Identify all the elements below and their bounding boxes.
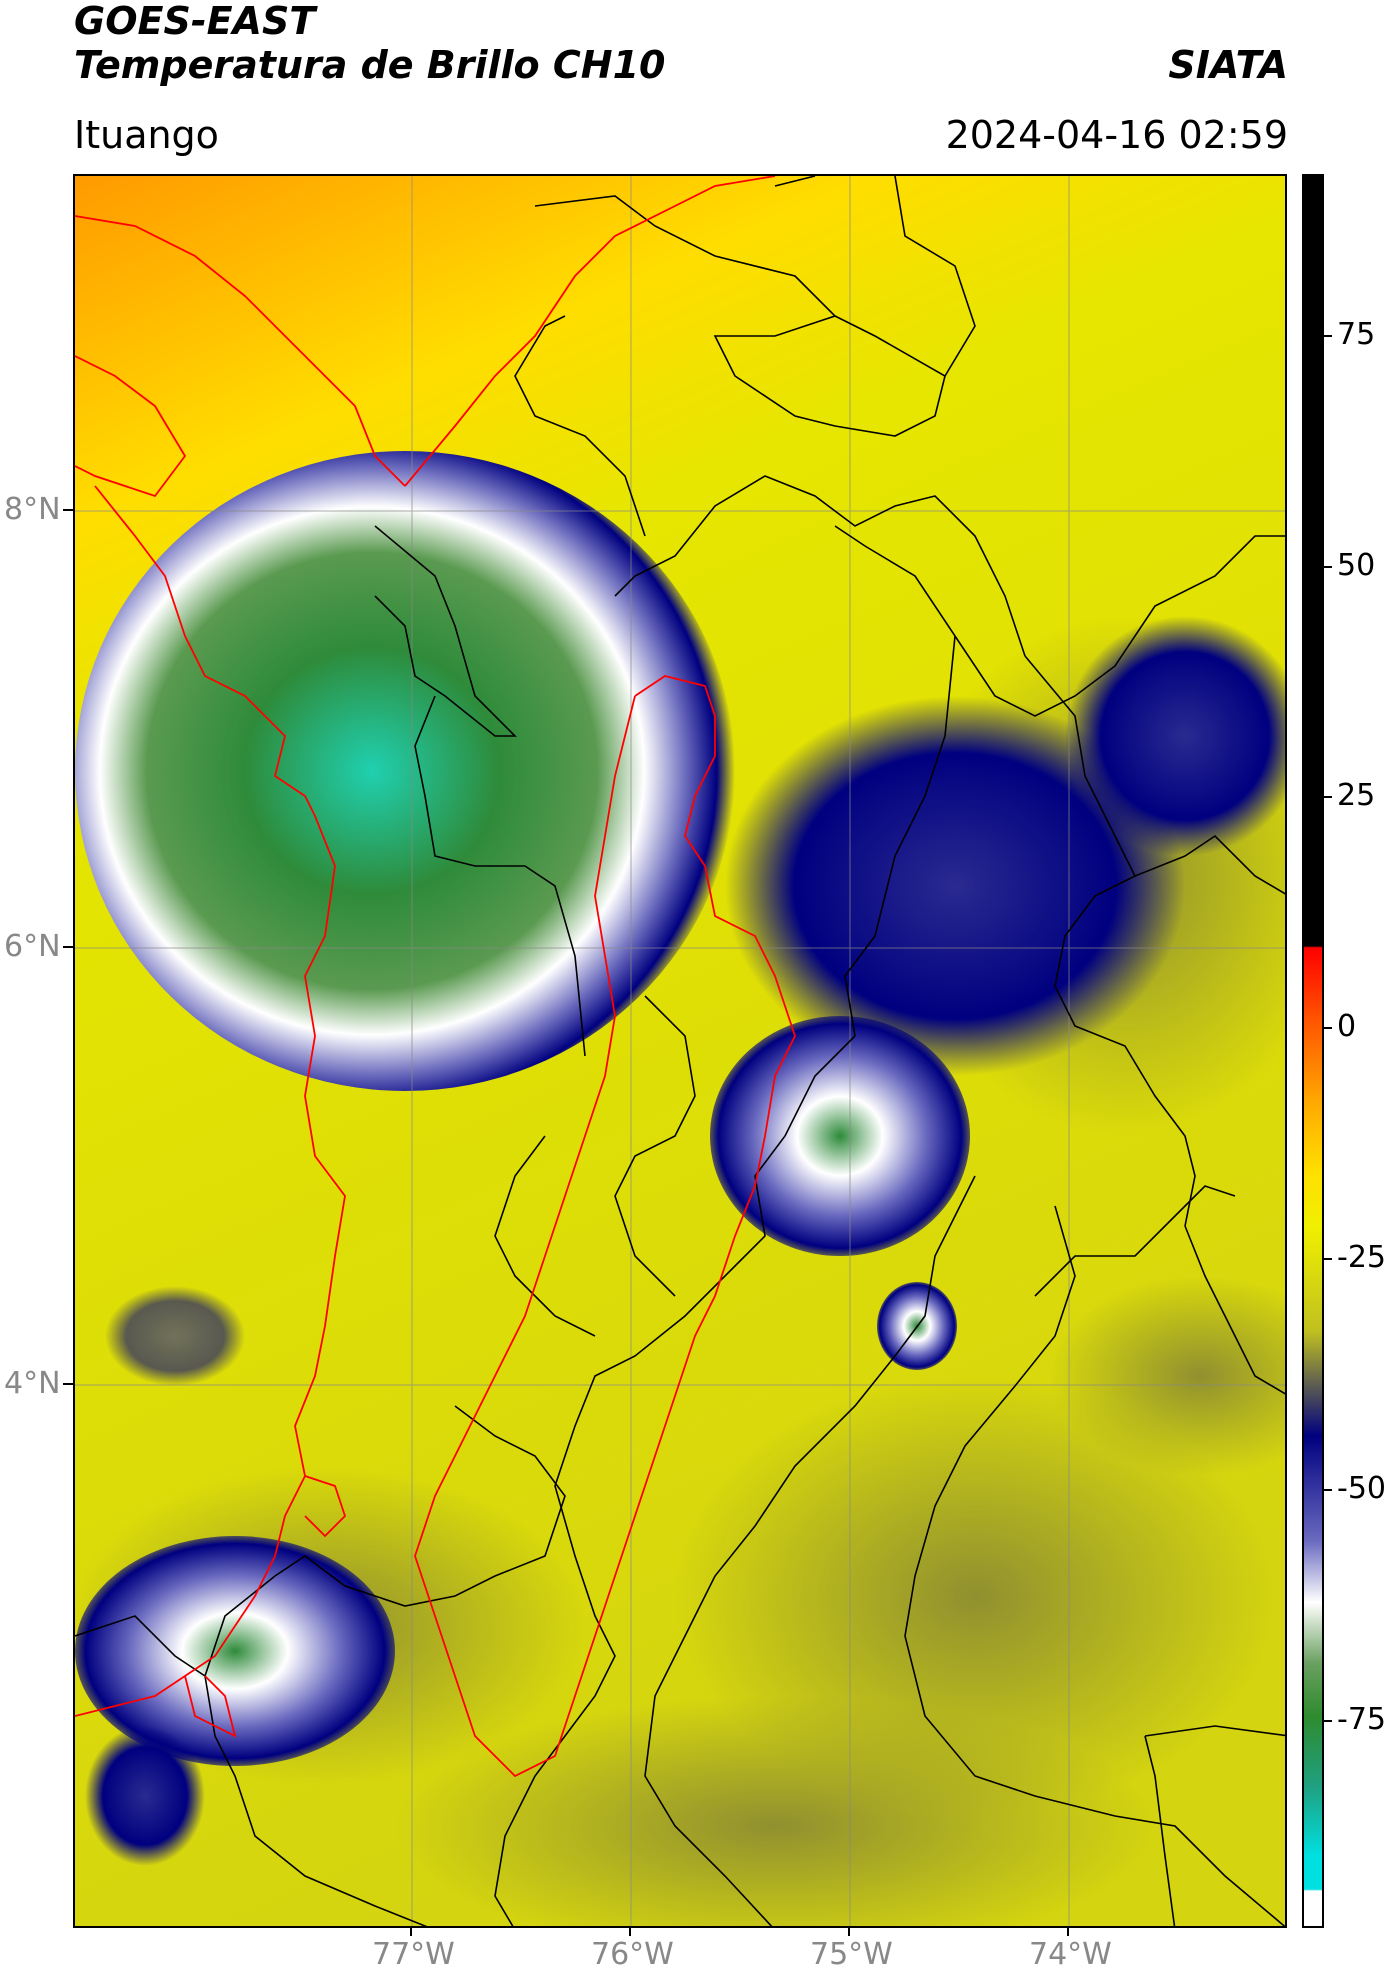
lat-label-4: 4°N [4,1366,61,1401]
cbar-label-0: 0 [1337,1009,1357,1044]
cbar-label-minus75: -75 [1337,1702,1384,1737]
colorbar [1302,174,1324,1928]
cbar-label-25: 25 [1337,778,1376,813]
ytick-6 [63,946,73,948]
cbar-tick-75 [1324,335,1332,337]
cbar-tick-0 [1324,1027,1332,1029]
lon-label-75: 75°W [810,1937,893,1972]
cbar-tick-50 [1324,566,1332,568]
colorbar-gradient [1304,176,1322,1926]
department-borders [75,176,796,1778]
cbar-label-minus50: -50 [1337,1471,1384,1506]
cbar-tick-minus25 [1324,1258,1332,1260]
xtick-76 [629,1926,631,1936]
ytick-4 [63,1383,73,1385]
title-line2: Temperatura de Brillo CH10 [74,43,666,87]
lat-label-6: 6°N [4,929,61,964]
cbar-tick-minus75 [1324,1720,1332,1722]
lat-label-8: 8°N [4,492,61,527]
cbar-label-75: 75 [1337,317,1376,352]
graticule [75,176,1285,1926]
xtick-75 [848,1926,850,1936]
brightness-temperature-field [75,176,1285,1926]
cbar-label-minus25: -25 [1337,1240,1384,1275]
cbar-tick-minus50 [1324,1489,1332,1491]
lon-label-77: 77°W [372,1937,455,1972]
brand-label: SIATA [1168,43,1288,87]
location-label: Ituango [74,113,219,157]
ytick-8 [63,509,73,511]
title-line1: GOES-EAST [74,0,316,43]
xtick-77 [410,1926,412,1936]
xtick-74 [1067,1926,1069,1936]
cbar-label-50: 50 [1337,548,1376,583]
cbar-tick-25 [1324,796,1332,798]
municipal-borders [75,176,1285,1926]
lon-label-76: 76°W [591,1937,674,1972]
lon-label-74: 74°W [1029,1937,1112,1972]
satellite-map [73,174,1287,1928]
datetime-label: 2024-04-16 02:59 [945,113,1288,157]
